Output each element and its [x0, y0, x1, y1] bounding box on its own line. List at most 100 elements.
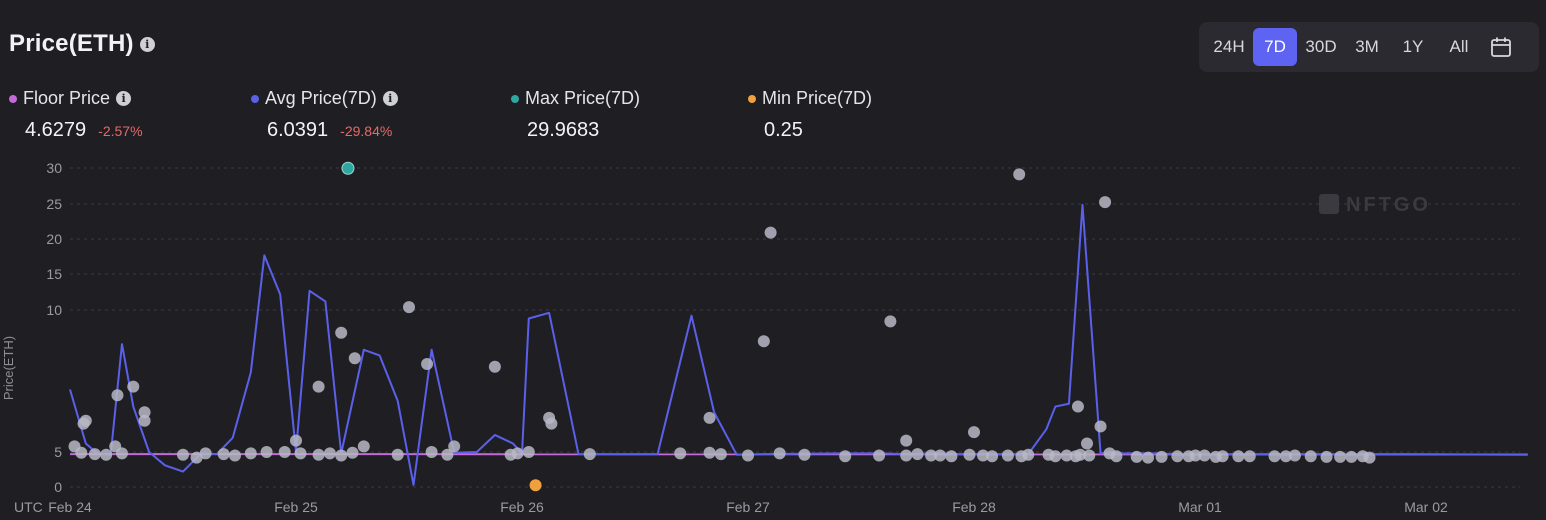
sale-point[interactable] — [1099, 196, 1112, 209]
range-30d-button[interactable]: 30D — [1305, 37, 1337, 56]
sale-point[interactable] — [703, 446, 716, 459]
sale-point[interactable] — [1155, 450, 1168, 463]
sale-point[interactable] — [934, 449, 947, 462]
sale-point[interactable] — [1189, 449, 1202, 462]
sale-point[interactable] — [75, 446, 88, 459]
sale-point[interactable] — [403, 301, 415, 314]
sale-point[interactable] — [335, 449, 348, 462]
sale-point[interactable] — [945, 450, 958, 463]
range-24h-button[interactable]: 24H — [1213, 37, 1245, 56]
sale-point[interactable] — [138, 406, 151, 419]
info-icon[interactable]: i — [116, 91, 132, 106]
sale-point[interactable] — [522, 446, 535, 458]
sale-point[interactable] — [798, 448, 811, 461]
sale-point[interactable] — [1081, 437, 1093, 450]
legend-min-price[interactable]: Min Price(7D) 0.25 — [748, 88, 872, 142]
legend-avg-price[interactable]: Avg Price(7D) i 6.0391 -29.84% — [251, 88, 398, 142]
sale-point[interactable] — [911, 448, 924, 461]
sale-point[interactable] — [1094, 420, 1107, 433]
sale-point[interactable] — [1013, 168, 1026, 181]
sale-point[interactable] — [199, 447, 212, 460]
calendar-icon[interactable] — [1483, 28, 1519, 66]
sale-point[interactable] — [1279, 450, 1292, 463]
sale-point[interactable] — [448, 440, 461, 453]
sale-point[interactable] — [1304, 450, 1317, 463]
sale-point[interactable] — [323, 447, 336, 460]
sale-point[interactable] — [900, 434, 913, 447]
legend-max-price[interactable]: Max Price(7D) 29.9683 — [511, 88, 640, 142]
sale-point[interactable] — [421, 357, 434, 370]
sale-point[interactable] — [425, 446, 438, 458]
sale-point[interactable] — [1142, 451, 1155, 464]
sale-point[interactable] — [244, 447, 257, 460]
sale-point[interactable] — [1110, 450, 1123, 463]
sale-point[interactable] — [217, 448, 230, 461]
sale-point[interactable] — [873, 449, 886, 462]
sale-point[interactable] — [1320, 450, 1333, 463]
sale-point[interactable] — [757, 335, 770, 348]
sale-point[interactable] — [884, 315, 897, 328]
sale-point[interactable] — [925, 449, 938, 462]
info-icon[interactable]: i — [139, 36, 155, 52]
range-1y-button[interactable]: 1Y — [1402, 37, 1424, 56]
sale-point[interactable] — [488, 360, 501, 373]
sale-point[interactable] — [1216, 450, 1229, 463]
sale-point[interactable] — [77, 417, 90, 430]
sale-point[interactable] — [1071, 400, 1084, 413]
sale-point[interactable] — [764, 226, 777, 239]
sale-points[interactable] — [68, 168, 1376, 464]
sale-point[interactable] — [346, 446, 359, 459]
sale-point[interactable] — [1060, 449, 1073, 462]
sale-point[interactable] — [357, 440, 370, 453]
min-price-point[interactable] — [529, 479, 542, 492]
sale-point[interactable] — [260, 446, 273, 458]
sale-point[interactable] — [190, 451, 203, 464]
sale-point[interactable] — [511, 447, 524, 460]
range-all-button[interactable]: All — [1449, 37, 1469, 56]
sale-point[interactable] — [674, 447, 687, 460]
legend-floor-price[interactable]: Floor Price i 4.6279 -2.57% — [9, 88, 143, 142]
sale-point[interactable] — [1232, 450, 1245, 463]
sale-point[interactable] — [742, 449, 754, 462]
sale-point[interactable] — [335, 326, 348, 339]
sale-point[interactable] — [127, 380, 140, 393]
extreme-points[interactable] — [341, 161, 542, 492]
sale-point[interactable] — [839, 450, 852, 463]
range-7d-button[interactable]: 7D — [1253, 28, 1297, 66]
sale-point[interactable] — [228, 449, 241, 462]
sale-point[interactable] — [115, 447, 128, 460]
sale-point[interactable] — [312, 448, 325, 461]
sale-point[interactable] — [348, 352, 361, 365]
sale-point[interactable] — [177, 448, 189, 461]
range-3m-button[interactable]: 3M — [1355, 37, 1379, 56]
sale-point[interactable] — [100, 448, 113, 461]
sale-point[interactable] — [1198, 449, 1211, 462]
sale-point[interactable] — [1171, 450, 1184, 463]
sale-point[interactable] — [138, 414, 151, 427]
sale-point[interactable] — [986, 450, 999, 463]
sale-point[interactable] — [773, 447, 786, 460]
sale-point[interactable] — [1001, 449, 1014, 462]
sale-point[interactable] — [1049, 450, 1062, 463]
sale-point[interactable] — [1022, 448, 1035, 461]
sale-point[interactable] — [312, 380, 325, 393]
sale-point[interactable] — [1130, 450, 1143, 463]
sale-point[interactable] — [1243, 450, 1256, 463]
sale-point[interactable] — [278, 446, 291, 458]
sale-point[interactable] — [545, 417, 558, 430]
sale-point[interactable] — [1083, 449, 1096, 462]
sale-point[interactable] — [1334, 450, 1347, 463]
sale-point[interactable] — [1288, 449, 1301, 462]
sale-point[interactable] — [714, 448, 727, 461]
sale-point[interactable] — [441, 448, 454, 461]
max-price-point[interactable] — [341, 161, 355, 175]
sale-point[interactable] — [111, 389, 124, 402]
sale-point[interactable] — [900, 449, 913, 462]
sale-point[interactable] — [963, 448, 976, 461]
sale-point[interactable] — [290, 434, 302, 447]
sale-point[interactable] — [968, 426, 980, 439]
sale-point[interactable] — [1268, 450, 1281, 463]
sale-point[interactable] — [391, 448, 404, 461]
info-icon[interactable]: i — [382, 91, 398, 106]
